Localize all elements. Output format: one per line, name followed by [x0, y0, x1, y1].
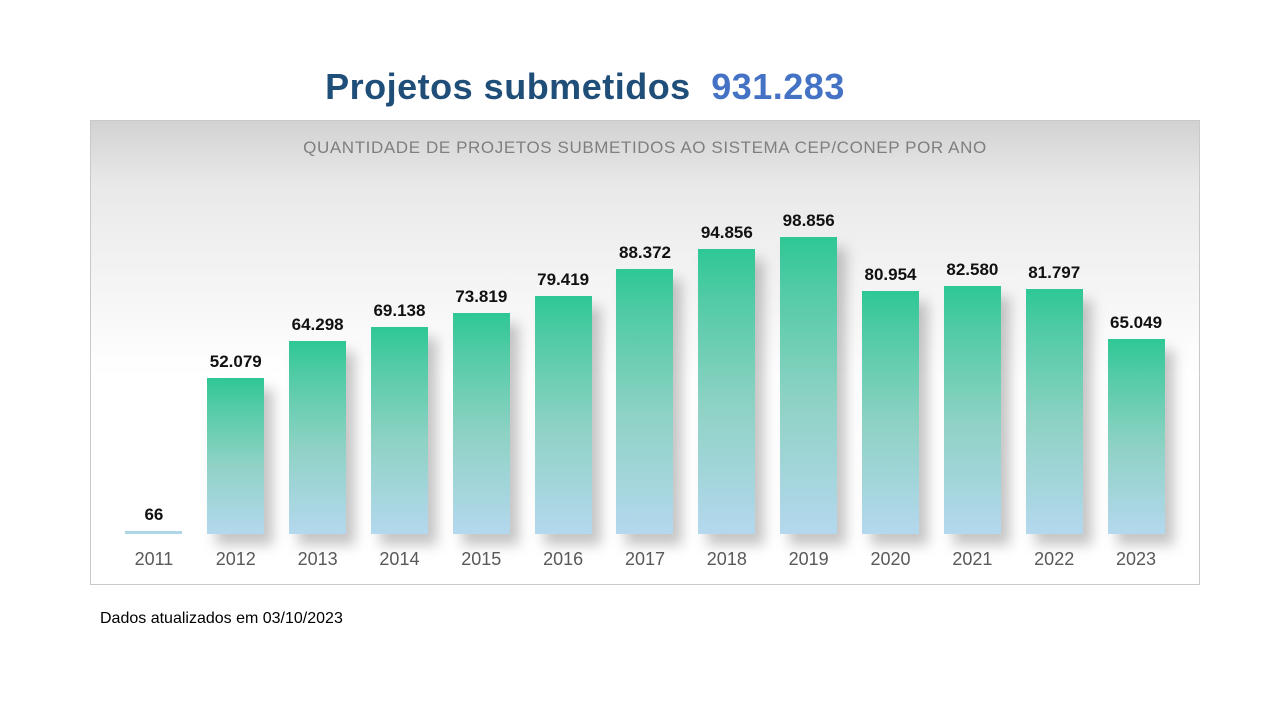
bar-column: 88.372 2017 [604, 243, 686, 578]
x-axis-label: 2016 [543, 549, 584, 569]
bar-column: 69.138 2014 [359, 301, 441, 578]
title-text: Projetos submetidos [325, 66, 691, 107]
bar-value-label: 64.298 [291, 315, 344, 335]
bar-column: 52.079 2012 [195, 352, 277, 578]
bar-column: 82.580 2021 [931, 260, 1013, 578]
page-title: Projetos submetidos 931.283 [0, 66, 1170, 108]
bar-value-label: 65.049 [1110, 312, 1163, 332]
bar-column: 80.954 2020 [850, 265, 932, 578]
bar-value-label: 88.372 [618, 242, 671, 262]
x-axis-label: 2021 [952, 549, 993, 569]
x-axis-label: 2020 [870, 549, 911, 569]
bar [452, 312, 510, 534]
x-axis-label: 2013 [297, 549, 338, 569]
x-axis-label: 2017 [624, 549, 665, 569]
bar-value-label: 81.797 [1028, 262, 1081, 282]
bar [1025, 288, 1083, 534]
bar-value-label: 66 [144, 505, 164, 524]
bar-column: 98.856 2019 [768, 211, 850, 578]
plot-area: 66 2011 52.079 2012 64.298 2013 69.138 2014 73.8… [113, 158, 1177, 578]
bar-column: 79.419 2016 [522, 270, 604, 578]
footer-note: Dados atualizados em 03/10/2023 [100, 610, 343, 627]
bar-value-label: 98.856 [782, 211, 835, 231]
x-axis-label: 2011 [134, 549, 174, 569]
bar [370, 326, 428, 534]
bar-value-label: 82.580 [946, 260, 999, 280]
bar [534, 295, 592, 534]
bar [943, 286, 1001, 534]
bar [289, 341, 347, 534]
bar-value-label: 69.138 [373, 300, 426, 320]
x-axis-label: 2019 [788, 549, 829, 569]
bar-column: 94.856 2018 [686, 223, 768, 578]
bar [862, 291, 920, 534]
x-axis-label: 2022 [1034, 549, 1075, 569]
x-axis-label: 2018 [706, 549, 747, 569]
chart-container: QUANTIDADE DE PROJETOS SUBMETIDOS AO SIS… [90, 120, 1200, 585]
bar [125, 531, 183, 534]
bar [698, 249, 756, 534]
bar-column: 73.819 2015 [440, 287, 522, 578]
bar-value-label: 94.856 [700, 223, 753, 243]
bar [616, 268, 674, 534]
bar-column: 64.298 2013 [277, 315, 359, 578]
x-axis-label: 2012 [215, 549, 256, 569]
bar-value-label: 73.819 [455, 286, 508, 306]
x-axis-label: 2015 [461, 549, 502, 569]
x-axis-label: 2014 [379, 549, 420, 569]
bar [207, 377, 265, 534]
bar-column: 81.797 2022 [1013, 263, 1095, 578]
bar-column: 65.049 2023 [1095, 313, 1177, 578]
bar [780, 237, 838, 534]
bar-value-label: 80.954 [864, 265, 917, 285]
x-axis-label: 2023 [1116, 549, 1157, 569]
bar-column: 66 2011 [113, 505, 195, 578]
bar-value-label: 52.079 [209, 351, 262, 371]
title-total-value: 931.283 [711, 66, 845, 107]
bar-value-label: 79.419 [537, 269, 590, 289]
bar [1107, 338, 1165, 534]
chart-subtitle: QUANTIDADE DE PROJETOS SUBMETIDOS AO SIS… [303, 138, 987, 157]
